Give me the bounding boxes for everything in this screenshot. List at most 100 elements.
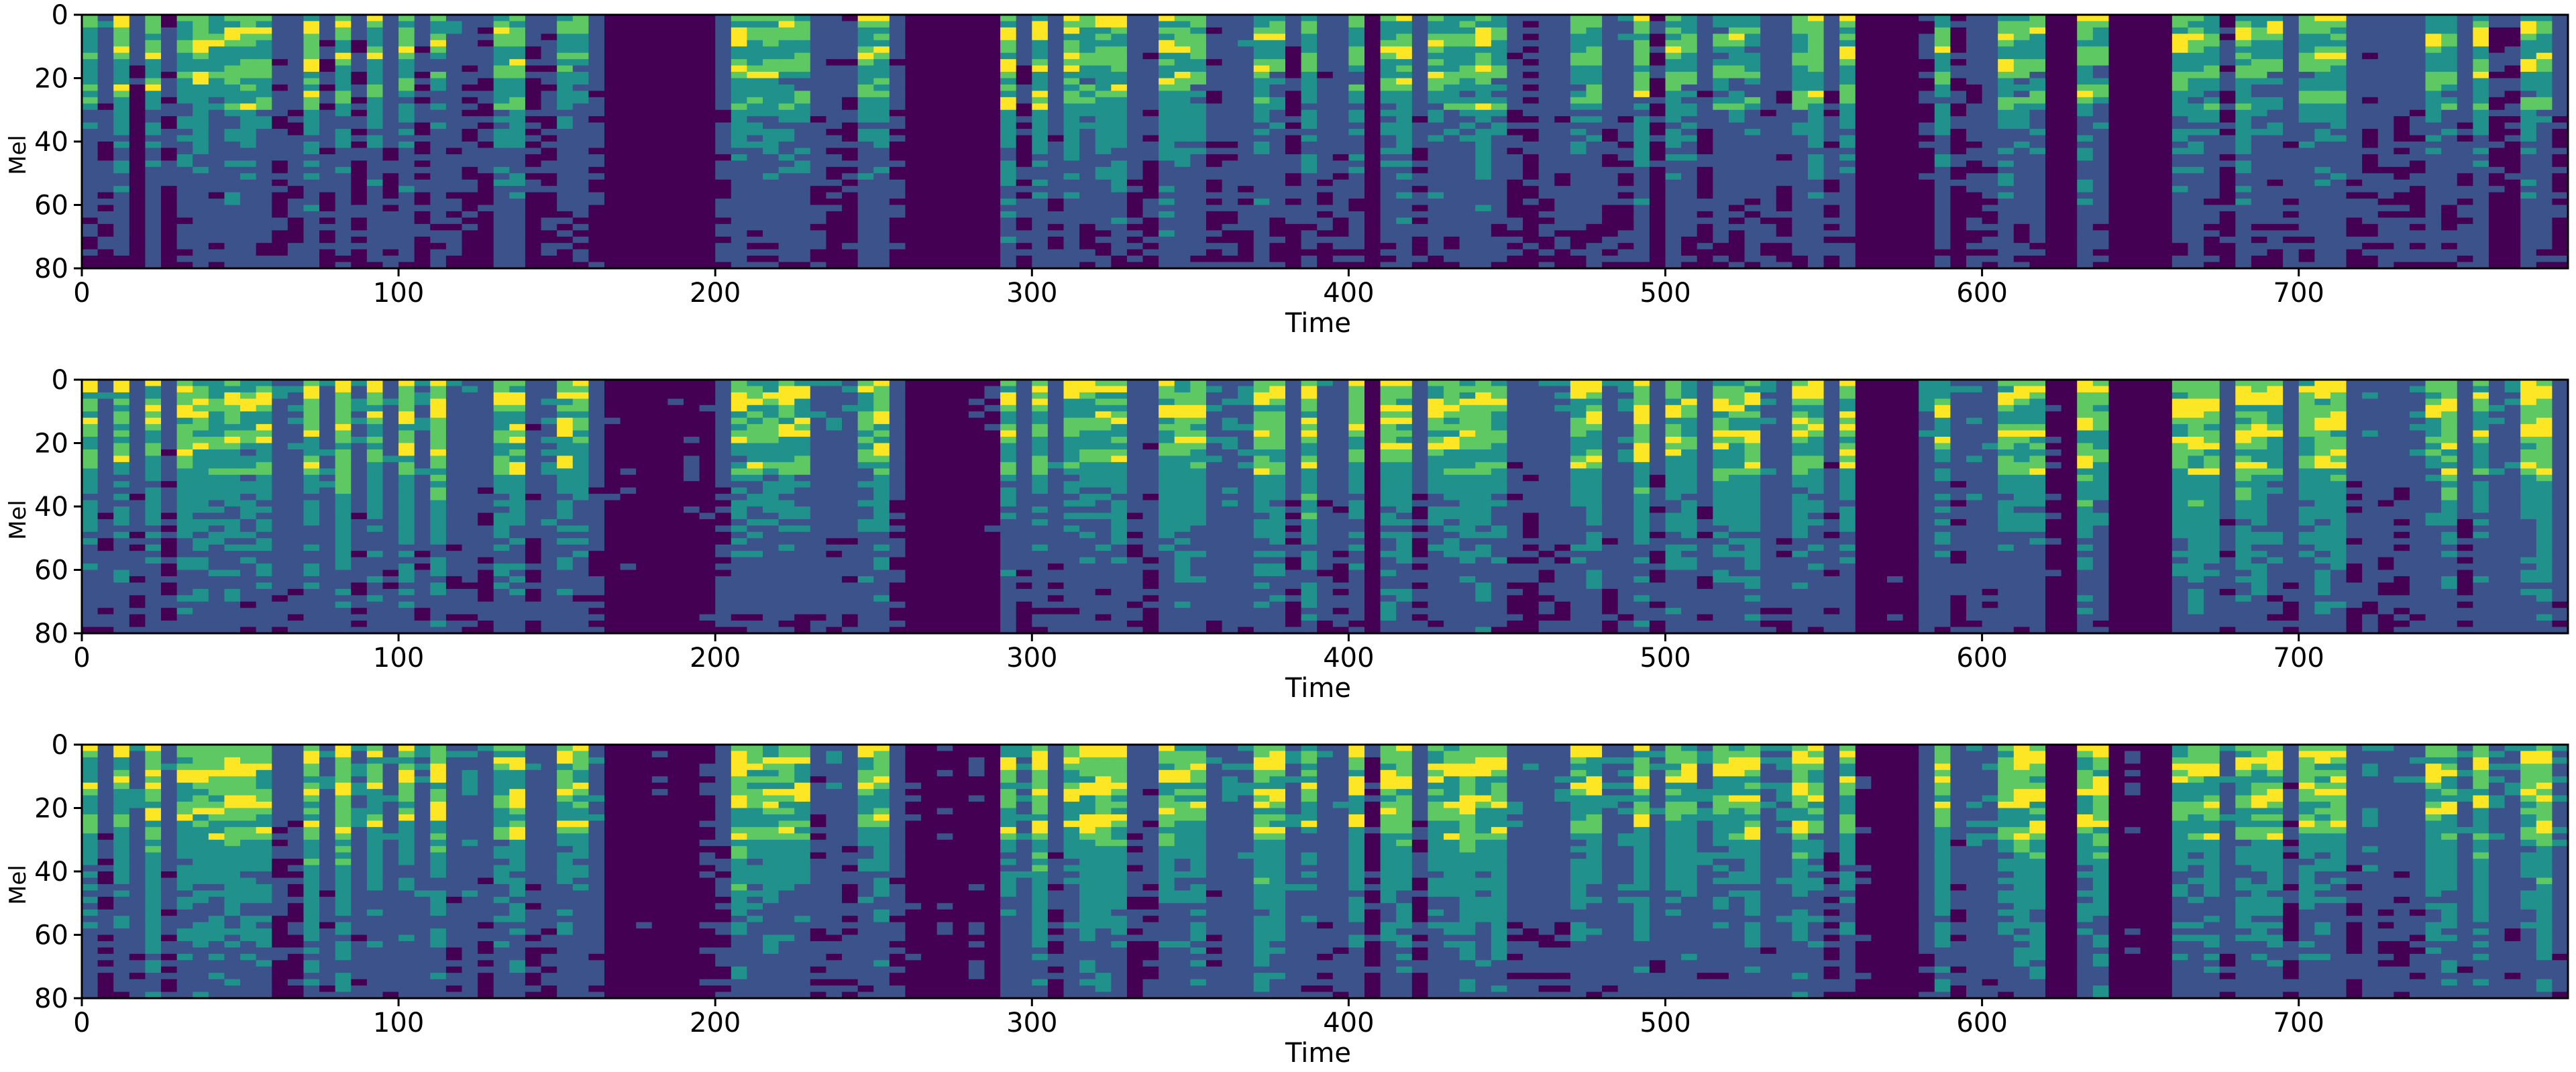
heatmap-cell: [1602, 160, 1619, 168]
heatmap-cell: [651, 179, 668, 186]
heatmap-cell: [1364, 223, 1381, 231]
heatmap-cell: [335, 236, 352, 244]
heatmap-cell: [1047, 166, 1065, 174]
heatmap-cell: [651, 154, 668, 161]
heatmap-cell: [1238, 27, 1254, 34]
heatmap-cell: [905, 236, 922, 244]
heatmap-cell: [1776, 59, 1792, 66]
heatmap-cell: [636, 15, 653, 22]
heatmap-cell: [208, 211, 225, 218]
heatmap-cell: [1681, 223, 1698, 231]
heatmap-cell: [1998, 166, 2015, 174]
heatmap-cell: [1380, 262, 1397, 269]
heatmap-cell: [1411, 262, 1429, 269]
heatmap-cell: [97, 40, 114, 47]
heatmap-cell: [1190, 154, 1207, 161]
heatmap-cell: [398, 46, 415, 54]
heatmap-cell: [509, 46, 526, 54]
heatmap-cell: [129, 262, 146, 269]
heatmap-cell: [478, 154, 494, 161]
heatmap-cell: [256, 217, 272, 225]
heatmap-cell: [778, 27, 795, 34]
heatmap-cell: [1633, 116, 1650, 123]
heatmap-cell: [968, 223, 985, 231]
heatmap-cell: [113, 166, 130, 174]
heatmap-cell: [525, 116, 542, 123]
heatmap-cell: [1728, 179, 1746, 186]
heatmap-cell: [1554, 59, 1571, 66]
heatmap-cell: [462, 52, 478, 60]
heatmap-cell: [1665, 52, 1682, 60]
heatmap-cell: [636, 40, 653, 47]
heatmap-cell: [1523, 40, 1540, 47]
heatmap-cell: [1459, 249, 1476, 256]
heatmap-cell: [1095, 205, 1112, 212]
heatmap-cell: [889, 21, 906, 28]
heatmap-cell: [1253, 230, 1270, 237]
heatmap-cell: [1095, 192, 1112, 199]
heatmap-cell: [113, 122, 130, 129]
heatmap-cell: [572, 103, 589, 111]
heatmap-cell: [588, 78, 605, 85]
heatmap-cell: [129, 205, 146, 212]
heatmap-cell: [1776, 103, 1792, 111]
heatmap-cell: [1205, 27, 1223, 34]
heatmap-cell: [1459, 34, 1476, 41]
heatmap-cell: [478, 173, 494, 180]
heatmap-cell: [240, 249, 257, 256]
heatmap-cell: [256, 116, 272, 123]
heatmap-cell: [224, 135, 241, 142]
heatmap-cell: [509, 34, 526, 41]
heatmap-cell: [1396, 59, 1413, 66]
heatmap-cell: [1776, 199, 1792, 206]
heatmap-cell: [1570, 52, 1587, 60]
heatmap-cell: [826, 116, 843, 123]
heatmap-cell: [319, 199, 336, 206]
heatmap-cell: [1111, 116, 1128, 123]
heatmap-cell: [1886, 160, 1904, 168]
heatmap-cell: [525, 205, 542, 212]
heatmap-cell: [351, 116, 368, 123]
heatmap-cell: [1348, 186, 1365, 193]
heatmap-cell: [620, 52, 637, 60]
heatmap-cell: [82, 217, 99, 225]
heatmap-cell: [1839, 160, 1856, 168]
heatmap-cell: [604, 256, 621, 263]
heatmap-cell: [1032, 205, 1049, 212]
heatmap-cell: [1839, 27, 1856, 34]
heatmap-cell: [1966, 78, 1983, 85]
heatmap-cell: [1095, 223, 1112, 231]
heatmap-cell: [1222, 27, 1238, 34]
heatmap-cell: [1886, 116, 1904, 123]
heatmap-cell: [493, 243, 510, 250]
heatmap-cell: [905, 34, 922, 41]
heatmap-cell: [351, 249, 368, 256]
heatmap-cell: [842, 129, 859, 136]
heatmap-cell: [1396, 249, 1413, 256]
heatmap-cell: [208, 223, 225, 231]
heatmap-cell: [1807, 97, 1825, 104]
heatmap-cell: [240, 46, 257, 54]
heatmap-cell: [1919, 179, 1935, 186]
heatmap-cell: [1047, 72, 1065, 79]
heatmap-cell: [557, 192, 574, 199]
heatmap-cell: [699, 84, 716, 91]
heatmap-cell: [303, 72, 320, 79]
heatmap-cell: [1317, 116, 1334, 123]
heatmap-cell: [1681, 217, 1698, 225]
heatmap-cell: [366, 78, 384, 85]
heatmap-cell: [462, 217, 478, 225]
heatmap-cell: [97, 199, 114, 206]
heatmap-cell: [493, 236, 510, 244]
heatmap-cell: [1697, 211, 1713, 218]
heatmap-cell: [1016, 97, 1032, 104]
heatmap-cell: [82, 34, 99, 41]
heatmap-cell: [588, 91, 605, 98]
heatmap-cell: [1839, 236, 1856, 244]
heatmap-cell: [1301, 21, 1318, 28]
heatmap-cell: [145, 40, 162, 47]
heatmap-cell: [1253, 148, 1270, 155]
heatmap-cell: [1016, 15, 1032, 22]
heatmap-cell: [1380, 129, 1397, 136]
heatmap-cell: [1428, 135, 1444, 142]
